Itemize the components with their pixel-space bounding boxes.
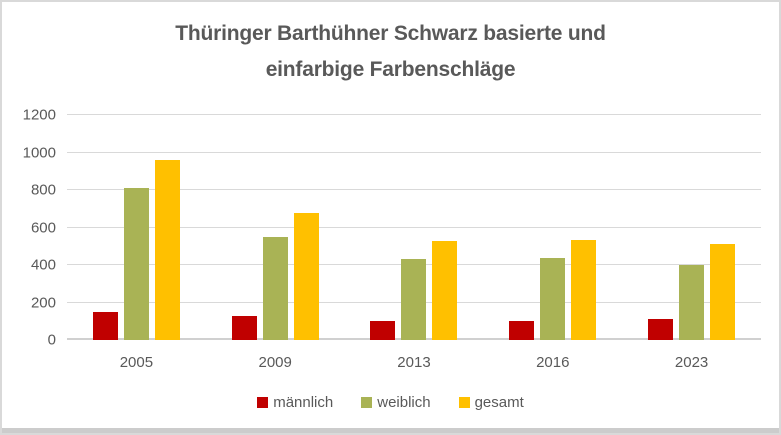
bar-groups bbox=[67, 115, 761, 340]
y-tick-label: 600 bbox=[30, 219, 56, 236]
legend-swatch-gesamt bbox=[458, 397, 470, 408]
bar-group-2013 bbox=[345, 115, 484, 340]
bar-männlich-2009 bbox=[231, 315, 257, 340]
window-edge bbox=[2, 428, 779, 433]
legend-label: gesamt bbox=[474, 394, 524, 411]
bars-2016 bbox=[509, 115, 597, 340]
y-axis: 0 200 400 600 800 1000 1200 bbox=[2, 108, 58, 348]
bar-gesamt-2005 bbox=[154, 160, 180, 340]
x-axis: 2005 2009 2013 2016 2023 bbox=[67, 354, 761, 371]
bar-weiblich-2016 bbox=[540, 258, 566, 340]
legend-label: weiblich bbox=[377, 394, 431, 411]
bar-männlich-2013 bbox=[370, 321, 396, 340]
bars-2013 bbox=[370, 115, 458, 340]
legend-label: männlich bbox=[273, 394, 334, 411]
bar-männlich-2023 bbox=[648, 319, 674, 340]
legend: männlich weiblich gesamt bbox=[2, 394, 779, 411]
x-tick-label: 2009 bbox=[258, 354, 292, 371]
legend-item-weiblich: weiblich bbox=[361, 394, 431, 411]
legend-item-männlich: männlich bbox=[257, 394, 333, 411]
bar-weiblich-2005 bbox=[123, 188, 149, 340]
y-tick-label: 800 bbox=[30, 181, 56, 199]
plot-area bbox=[67, 114, 761, 340]
gridline bbox=[67, 114, 761, 115]
y-tick-label: 1000 bbox=[22, 144, 56, 161]
bar-weiblich-2009 bbox=[262, 236, 288, 340]
gridline bbox=[67, 151, 761, 153]
bar-weiblich-2013 bbox=[401, 259, 427, 340]
chart-title-line2: einfarbige Farbenschläge bbox=[265, 58, 516, 81]
bar-gesamt-2013 bbox=[432, 240, 458, 340]
bars-2009 bbox=[231, 115, 319, 340]
gridline bbox=[67, 189, 761, 191]
bar-group-2016 bbox=[483, 115, 622, 340]
bar-männlich-2016 bbox=[509, 321, 535, 340]
bars-2023 bbox=[648, 115, 736, 340]
bar-group-2023 bbox=[622, 115, 761, 340]
legend-swatch-männlich bbox=[257, 397, 269, 408]
legend-swatch-weiblich bbox=[361, 397, 373, 408]
bar-group-2009 bbox=[206, 115, 345, 340]
chart-title-line1: Thüringer Barthühner Schwarz basierte un… bbox=[175, 22, 606, 45]
x-tick-label: 2023 bbox=[674, 354, 709, 371]
gridline bbox=[67, 226, 761, 228]
x-tick-label: 2013 bbox=[397, 354, 431, 371]
chart-title: Thüringer Barthühner Schwarz basierte un… bbox=[2, 16, 779, 88]
y-tick-label: 200 bbox=[30, 294, 56, 312]
bar-gesamt-2023 bbox=[710, 244, 736, 340]
bar-gesamt-2016 bbox=[571, 239, 597, 340]
y-tick-label: 1200 bbox=[22, 106, 56, 124]
x-tick-label: 2016 bbox=[536, 354, 570, 371]
bars-2005 bbox=[92, 115, 180, 340]
bar-gesamt-2009 bbox=[293, 212, 319, 340]
bar-männlich-2005 bbox=[92, 311, 118, 340]
x-tick-label: 2005 bbox=[119, 354, 154, 371]
y-tick-label: 0 bbox=[47, 331, 56, 349]
bar-group-2005 bbox=[67, 115, 206, 340]
bar-weiblich-2023 bbox=[679, 265, 705, 340]
y-tick-label: 400 bbox=[30, 256, 56, 274]
legend-item-gesamt: gesamt bbox=[458, 394, 524, 411]
